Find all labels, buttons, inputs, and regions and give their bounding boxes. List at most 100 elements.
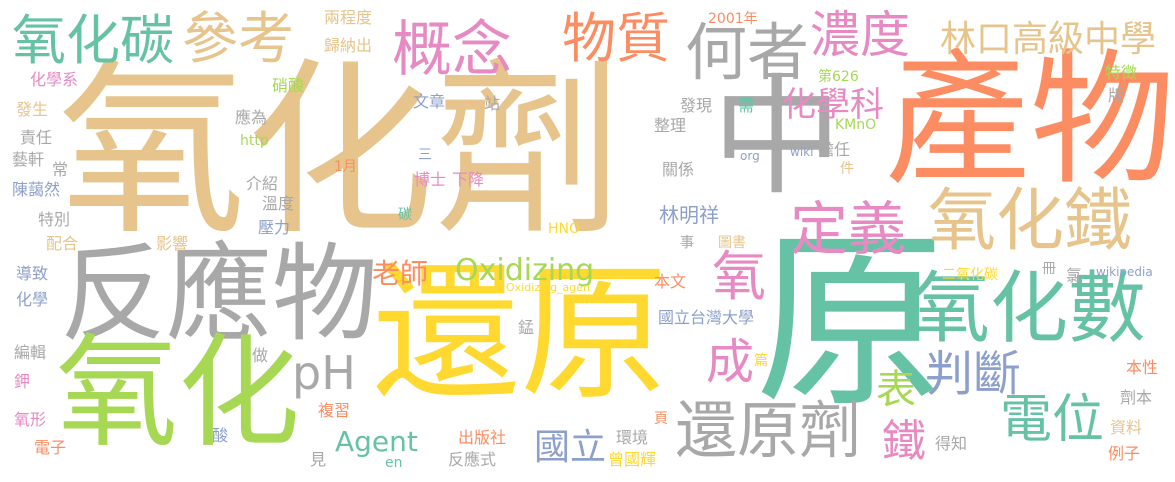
word-potassium: 鉀 (14, 372, 31, 391)
word-need: 需 (738, 96, 755, 115)
word-zhong: 中 (712, 61, 843, 213)
word-data: 資料 (1110, 418, 1143, 437)
word-example: 例子 (1108, 444, 1141, 463)
word-oxidizing-agen: Oxidizing_agen (506, 281, 591, 294)
word-organize: 整理 (654, 116, 687, 135)
word-piece: 件 (840, 161, 854, 177)
word-cause: 導致 (16, 264, 49, 283)
word-reductant: 還原劑 (675, 394, 862, 467)
word-lin: 林明祥 (659, 203, 719, 227)
word-ntu: 國立台灣大學 (658, 308, 755, 327)
word-linkou: 林口高級中學 (940, 19, 1157, 60)
word-publisher: 出版社 (458, 428, 507, 447)
word-judge: 判斷 (925, 346, 1022, 402)
word-two-degrees: 兩程度 (324, 8, 373, 27)
word-iron-oxide: 氧化鐵 (928, 182, 1133, 261)
word-discover: 發現 (680, 96, 713, 115)
word-thing: 事 (680, 235, 694, 251)
word-responsible: 責任 (20, 128, 53, 147)
word-one-month: 1月 (334, 159, 357, 175)
word-page: 頁 (654, 411, 668, 427)
word-chemistry: 化學 (16, 290, 49, 309)
word-oxidation-number: 氧化數 (912, 264, 1147, 354)
word-station: 站 (484, 94, 501, 113)
word-oxidizing: Oxidizing (455, 253, 595, 288)
word-article: 文章 (413, 92, 446, 111)
word-carbon: 碳 (398, 207, 412, 223)
word-volume: 冊 (1042, 261, 1056, 277)
word-nature: 本性 (1126, 358, 1159, 377)
word-kmno: KMnO (835, 117, 877, 133)
word-chlorine: 氯 (1066, 266, 1083, 285)
word-year: 2001年 (708, 11, 758, 27)
word-reactant: 反應物 (60, 233, 378, 356)
word-concept: 概念 (392, 15, 512, 85)
word-decrease: 下降 (452, 170, 485, 189)
word-chem-sys: 化學系 (30, 70, 79, 89)
word-oxidant: 氧化劑 (58, 42, 622, 261)
word-iron: 鐵 (882, 416, 926, 467)
word-match: 配合 (46, 234, 79, 253)
word-should-be: 應為 (235, 108, 268, 127)
word-zeng: 曾國輝 (608, 450, 657, 469)
word-carbon-oxide: 氧化碳 (12, 9, 174, 72)
word-agent: Agent (335, 425, 418, 458)
word-reaction-eq: 反應式 (448, 450, 497, 469)
word-product: 產物 (885, 36, 1175, 205)
word-pressure: 壓力 (258, 218, 291, 237)
word-occur: 發生 (16, 100, 49, 119)
word-oxygen: 氧 (712, 245, 766, 308)
word-en: en (385, 455, 403, 471)
word-chang: 常 (52, 160, 69, 179)
word-doctor: 博士 (414, 170, 447, 189)
word-hno: HNO (548, 221, 581, 237)
word-environment: 環境 (616, 428, 649, 447)
word-concentration: 濃度 (810, 6, 910, 64)
word-agent-ben: 劑本 (1120, 388, 1153, 407)
word-no626: 第626 (818, 69, 859, 85)
word-do: 做 (252, 346, 269, 365)
word-introduce: 介紹 (246, 174, 279, 193)
word-ph: pH (292, 346, 356, 400)
word-become: 成 (706, 334, 755, 390)
word-oxidation: 氧化 (56, 322, 300, 464)
word-electron: 電子 (34, 438, 67, 457)
word-manganese: 錳 (518, 318, 535, 337)
word-yuan: 原 (755, 212, 946, 433)
word-edit: 編輯 (14, 343, 47, 362)
word-chapter: 篇 (754, 353, 768, 369)
word-national: 國立 (534, 427, 607, 468)
word-chen: 陳藹然 (12, 180, 61, 199)
word-wiki: wiki (790, 145, 814, 159)
word-relation: 關係 (662, 160, 695, 179)
word-temperature: 溫度 (262, 194, 295, 213)
word-table: 表 (876, 367, 916, 413)
word-review: 複習 (318, 401, 351, 420)
word-definition: 定義 (790, 195, 907, 263)
word-special: 特別 (38, 210, 71, 229)
word-this-article: 本文 (654, 272, 687, 291)
word-nitric: 硝酸 (272, 76, 305, 95)
word-co2: 二氧化碳 (942, 267, 998, 283)
word-feature: 特徵 (1105, 63, 1138, 82)
word-wikipedia: wikipedia (1096, 265, 1153, 279)
word-see: 見 (310, 450, 327, 469)
word-chem-dept: 化學科 (782, 85, 884, 125)
word-library: 圖書 (718, 235, 746, 251)
word-three: 三 (418, 147, 432, 163)
word-which: 何者 (685, 16, 810, 89)
word-yixuan: 藝軒 (12, 150, 45, 169)
word-reference: 參考 (182, 7, 294, 72)
word-serve: 擔任 (818, 140, 851, 159)
word-oxy-form: 氧形 (14, 410, 47, 429)
word-teacher: 老師 (372, 257, 429, 290)
word-http: http (240, 133, 269, 149)
word-version: 版 (1108, 86, 1125, 105)
word-learn: 得知 (935, 434, 968, 453)
word-potential: 電位 (1000, 390, 1105, 450)
word-org: org (740, 149, 760, 163)
word-summarize: 歸納出 (324, 36, 373, 55)
word-influence: 影響 (156, 234, 189, 253)
word-acid: 酸 (212, 426, 229, 445)
